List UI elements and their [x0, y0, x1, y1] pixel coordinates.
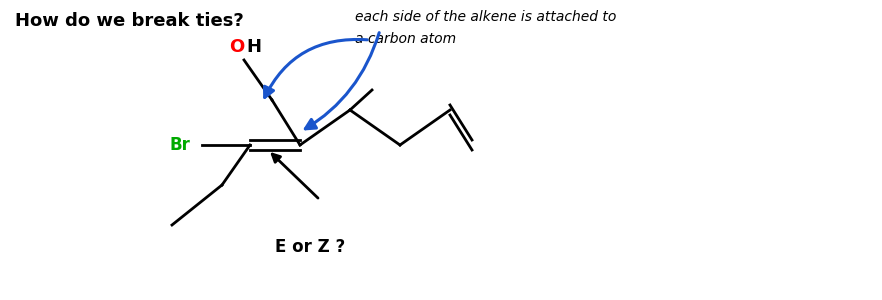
Text: a carbon atom: a carbon atom	[355, 32, 456, 46]
Text: Br: Br	[169, 136, 190, 154]
Text: How do we break ties?: How do we break ties?	[15, 12, 243, 30]
Text: O: O	[228, 38, 244, 56]
Text: H: H	[246, 38, 261, 56]
Text: each side of the alkene is attached to: each side of the alkene is attached to	[355, 10, 617, 24]
Text: E or Z ?: E or Z ?	[275, 238, 345, 256]
